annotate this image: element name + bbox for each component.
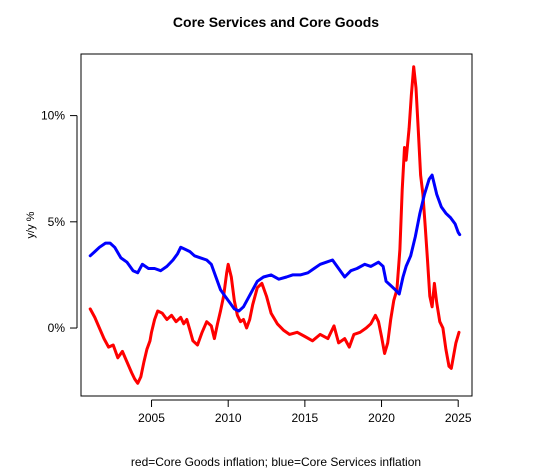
x-tick-label: 2005 [138,411,165,425]
plot-frame [80,53,473,397]
y-tick-label: 10% [41,109,65,123]
series-line-core-goods-inflation [88,65,461,385]
chart-caption: red=Core Goods inflation; blue=Core Serv… [131,455,421,469]
plot-area [88,65,462,385]
x-tick-label: 2020 [368,411,395,425]
x-tick-label: 2015 [292,411,319,425]
x-tick-label: 2025 [445,411,472,425]
x-axis: 2005 2010 2015 2020 2025 [138,399,472,425]
y-axis-label: y/y % [25,211,37,238]
chart-title: Core Services and Core Goods [173,14,379,30]
x-tick-label: 2010 [215,411,242,425]
y-tick-label: 0% [48,321,66,335]
y-tick-label: 5% [48,215,66,229]
series-line-core-services-inflation [88,173,462,313]
y-axis: 0% 5% 10% [41,109,78,335]
